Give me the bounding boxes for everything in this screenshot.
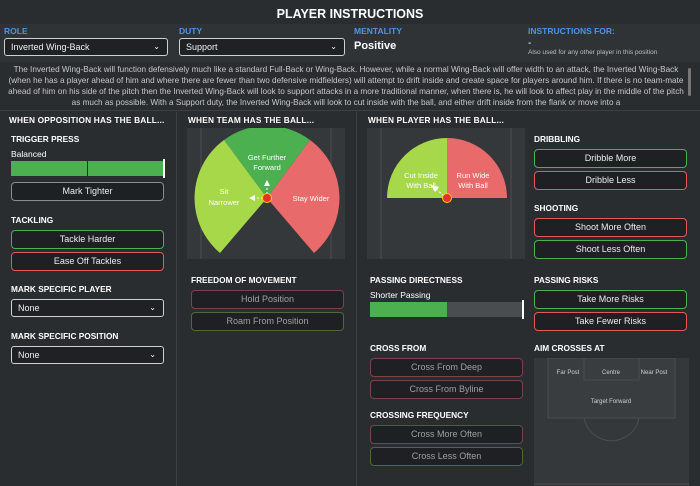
slider-fill [370, 302, 447, 317]
column-divider [176, 112, 177, 486]
take-more-risks-button[interactable]: Take More Risks [534, 290, 687, 309]
aim-far-post[interactable]: Far Post [557, 370, 580, 376]
take-fewer-risks-button[interactable]: Take Fewer Risks [534, 312, 687, 331]
mark-player-value: None [18, 303, 40, 313]
aim-crosses-map[interactable]: Far Post Centre Near Post Target Forward [534, 357, 689, 486]
player-ball-heading: WHEN PLAYER HAS THE BALL... [368, 115, 505, 125]
hold-position-button[interactable]: Hold Position [191, 290, 344, 309]
dribbling-label: DRIBBLING [534, 134, 581, 144]
role-value: Inverted Wing-Back [11, 42, 90, 52]
trigger-press-value: Balanced [11, 149, 47, 159]
shoot-more-often-button[interactable]: Shoot More Often [534, 218, 687, 237]
mark-position-dropdown[interactable]: None ⌄ [11, 346, 164, 364]
chevron-down-icon: ⌄ [330, 42, 337, 51]
instructions-for-label: INSTRUCTIONS FOR: [528, 26, 615, 36]
dial-label-wide: Stay Wider [293, 194, 330, 203]
divider [0, 110, 700, 111]
slider-tick [87, 161, 88, 176]
column-divider [356, 112, 357, 486]
page-title: PLAYER INSTRUCTIONS [276, 7, 424, 21]
shoot-less-often-button[interactable]: Shoot Less Often [534, 240, 687, 259]
duty-dropdown[interactable]: Support ⌄ [179, 38, 345, 56]
mentality-value: Positive [354, 40, 397, 52]
role-description: The Inverted Wing-Back will function def… [8, 65, 684, 107]
dribble-less-button[interactable]: Dribble Less [534, 171, 687, 190]
mark-position-value: None [18, 350, 40, 360]
cross-from-byline-button[interactable]: Cross From Byline [370, 380, 523, 399]
trigger-press-slider[interactable] [11, 159, 165, 178]
crossing-frequency-label: CROSSING FREQUENCY [370, 410, 469, 420]
opposition-heading: WHEN OPPOSITION HAS THE BALL... [9, 115, 165, 125]
trigger-press-label: TRIGGER PRESS [11, 134, 80, 144]
passing-directness-slider[interactable] [370, 300, 524, 319]
mark-player-dropdown[interactable]: None ⌄ [11, 299, 164, 317]
dial-label-forward-1: Get Further [248, 153, 287, 162]
cross-less-often-button[interactable]: Cross Less Often [370, 447, 523, 466]
dial-segment-narrow[interactable] [194, 140, 267, 253]
ease-off-tackles-button[interactable]: Ease Off Tackles [11, 252, 164, 271]
dial-segment-run-wide[interactable] [447, 138, 507, 198]
role-label: ROLE [4, 26, 28, 36]
aim-crosses-label: AIM CROSSES AT [534, 343, 605, 353]
description-scrollbar[interactable] [688, 68, 691, 96]
dial-label-wide-2: With Ball [458, 181, 488, 190]
chevron-down-icon: ⌄ [149, 350, 156, 359]
mentality-label: MENTALITY [354, 26, 403, 36]
duty-value: Support [186, 42, 218, 52]
team-ball-pitch: Get Further Forward Sit Narrower Stay Wi… [187, 125, 345, 259]
passing-directness-value: Shorter Passing [370, 290, 431, 300]
dial-segment-cut-inside[interactable] [387, 138, 447, 198]
chevron-down-icon: ⌄ [153, 42, 160, 51]
mark-tighter-button[interactable]: Mark Tighter [11, 182, 164, 201]
slider-end-marker [522, 300, 524, 319]
roam-from-position-button[interactable]: Roam From Position [191, 312, 344, 331]
tackle-harder-button[interactable]: Tackle Harder [11, 230, 164, 249]
dial-label-forward-2: Forward [253, 163, 281, 172]
tackling-label: TACKLING [11, 215, 54, 225]
duty-label: DUTY [179, 26, 203, 36]
dial-label-narrow-2: Narrower [209, 198, 240, 207]
player-position-marker [442, 193, 452, 203]
mark-player-label: MARK SPECIFIC PLAYER [11, 284, 112, 294]
mark-position-label: MARK SPECIFIC POSITION [11, 331, 119, 341]
dial-label-wide-1: Run Wide [457, 171, 490, 180]
dribble-more-button[interactable]: Dribble More [534, 149, 687, 168]
dial-label-narrow-1: Sit [220, 187, 230, 196]
player-position-marker [262, 193, 272, 203]
freedom-label: FREEDOM OF MOVEMENT [191, 275, 297, 285]
dial-segment-wide[interactable] [267, 140, 340, 253]
player-ball-pitch: Cut Inside With Ball Run Wide With Ball [367, 128, 525, 259]
team-ball-dial[interactable]: Get Further Forward Sit Narrower Stay Wi… [187, 125, 345, 259]
chevron-down-icon: ⌄ [149, 303, 156, 312]
passing-risks-label: PASSING RISKS [534, 275, 599, 285]
cross-from-label: CROSS FROM [370, 343, 427, 353]
dial-label-cut-2: With Ball [406, 181, 436, 190]
instructions-for-value: - [528, 38, 532, 49]
dial-label-cut-1: Cut Inside [404, 171, 438, 180]
aim-near-post[interactable]: Near Post [641, 370, 668, 376]
aim-centre[interactable]: Centre [602, 370, 621, 376]
instructions-for-subtext: Also used for any other player in this p… [528, 49, 658, 56]
aim-crosses-pitch: Far Post Centre Near Post Target Forward [534, 357, 689, 486]
aim-target-forward[interactable]: Target Forward [591, 399, 631, 405]
player-ball-dial[interactable]: Cut Inside With Ball Run Wide With Ball [367, 128, 525, 259]
cross-from-deep-button[interactable]: Cross From Deep [370, 358, 523, 377]
role-dropdown[interactable]: Inverted Wing-Back ⌄ [4, 38, 168, 56]
dial-segment-forward[interactable] [224, 125, 310, 198]
cross-more-often-button[interactable]: Cross More Often [370, 425, 523, 444]
slider-end-marker [163, 159, 165, 178]
shooting-label: SHOOTING [534, 203, 579, 213]
passing-directness-label: PASSING DIRECTNESS [370, 275, 463, 285]
team-ball-heading: WHEN TEAM HAS THE BALL... [188, 115, 315, 125]
